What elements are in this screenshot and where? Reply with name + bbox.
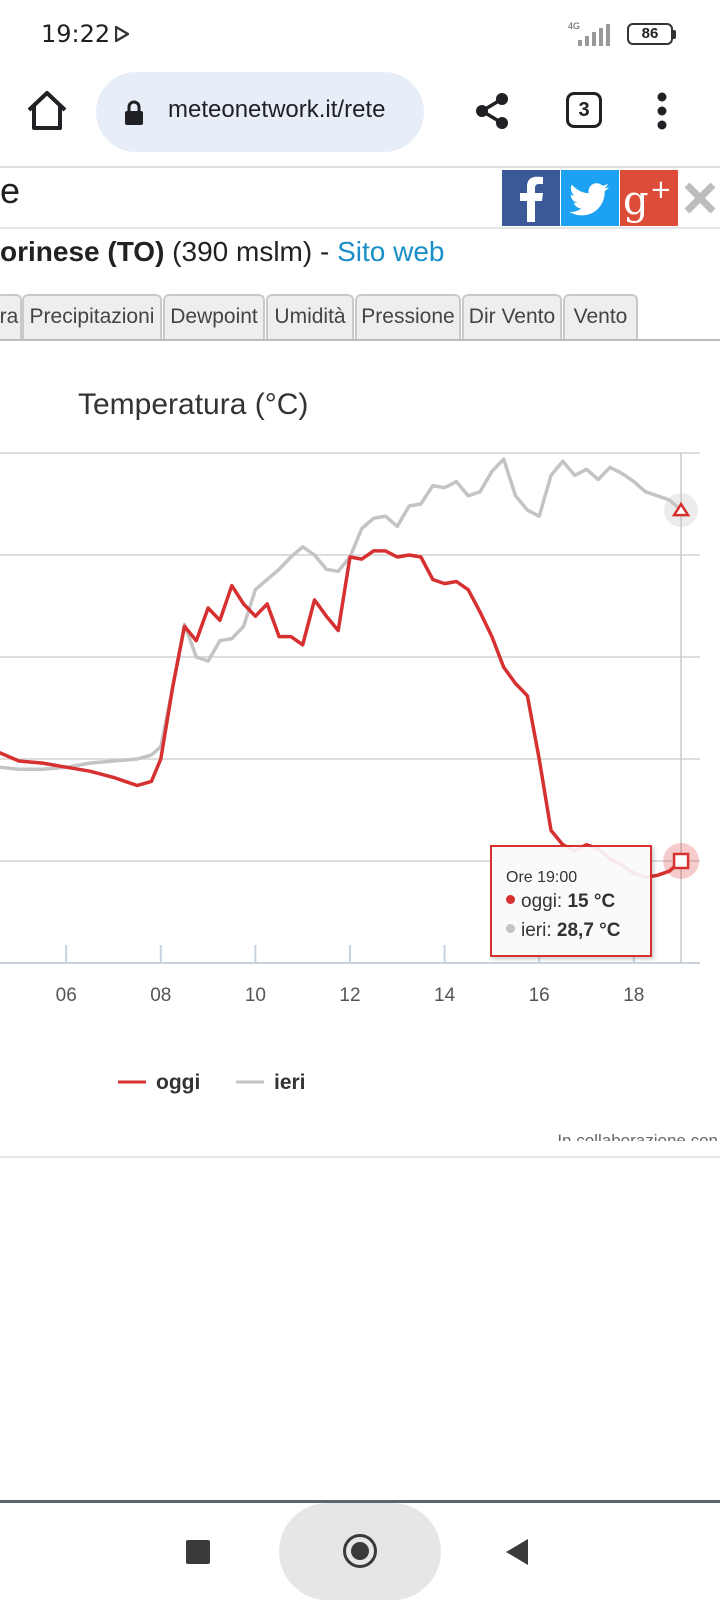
svg-text:+: + [650, 175, 672, 205]
network-type: 4G [568, 21, 580, 31]
chart-title: Temperatura (°C) [78, 388, 308, 421]
tooltip-row-oggi: oggi: 15 °C [506, 891, 615, 913]
tab-vento[interactable]: Vento [563, 294, 638, 340]
chart-legend[interactable]: oggi ieri [118, 1071, 306, 1094]
url-text: meteonetwork.it/rete [168, 96, 386, 123]
tooltip-label-oggi: oggi: [521, 891, 568, 912]
battery-tip [672, 30, 676, 39]
chart-bottom-divider [0, 1156, 720, 1158]
tooltip-label-ieri: ieri: [521, 920, 557, 941]
x-tick-label: 18 [623, 985, 644, 1006]
twitter-share-button[interactable] [561, 170, 619, 226]
home-nav-icon[interactable] [343, 1534, 377, 1568]
nav-divider [0, 1500, 720, 1503]
legend-label-ieri[interactable]: ieri [274, 1071, 306, 1094]
series-line-oggi [0, 549, 683, 880]
status-time: 19:22 [41, 20, 111, 48]
overflow-menu-icon[interactable] [656, 92, 668, 130]
tooltip-title: Ore 19:00 [506, 869, 578, 886]
tooltip-value-oggi: 15 °C [567, 891, 616, 912]
legend-label-oggi[interactable]: oggi [156, 1071, 200, 1094]
x-tick-label: 10 [245, 985, 266, 1006]
x-tick-label: 06 [56, 985, 77, 1006]
tabs-baseline [0, 339, 720, 341]
tooltip-value-ieri: 28,7 °C [556, 920, 621, 941]
x-tick-label: 16 [529, 985, 550, 1006]
x-tick-label: 08 [150, 985, 171, 1006]
tooltip-row-ieri: ieri: 28,7 °C [506, 920, 620, 942]
chart-series [0, 457, 683, 880]
x-axis: 06 08 10 12 14 16 18 [56, 945, 644, 1006]
tab-precipitazioni[interactable]: Precipitazioni [22, 294, 162, 340]
signal-icon: 4G [568, 21, 610, 46]
credit-text: In collaborazione con [557, 1131, 718, 1141]
tooltip-dot-ieri [506, 924, 515, 934]
play-store-icon [115, 26, 129, 42]
recents-icon[interactable] [186, 1540, 210, 1564]
system-nav-bar [0, 1503, 720, 1600]
facebook-share-button[interactable] [502, 170, 560, 226]
x-tick-label: 14 [434, 985, 456, 1006]
home-icon[interactable] [24, 88, 70, 134]
temperature-chart: Temperatura (°C) 06 08 10 12 14 16 18 oggi ier… [0, 388, 718, 1141]
tab-dir-vento[interactable]: Dir Vento [462, 294, 562, 340]
tab-umidita[interactable]: Umidità [266, 294, 354, 340]
battery-icon: 86 [627, 23, 673, 45]
google-plus-share-button[interactable]: g + [620, 170, 678, 226]
chart-tooltip: Ore 19:00 oggi: 15 °C ieri: 28,7 °C [490, 845, 652, 957]
toolbar-divider [0, 166, 720, 168]
station-altitude: (390 mslm) - [164, 236, 338, 267]
tooltip-dot-oggi [506, 895, 515, 905]
station-name: orinese (TO) [0, 236, 165, 267]
chart-markers [663, 493, 700, 879]
page-title: e [0, 170, 21, 211]
tab-pressione[interactable]: Pressione [355, 294, 461, 340]
tab-dewpoint[interactable]: Dewpoint [163, 294, 265, 340]
svg-text:g: g [623, 178, 649, 224]
address-bar[interactable]: meteonetwork.it/rete [96, 72, 424, 152]
browser-toolbar: meteonetwork.it/rete 3 [0, 70, 720, 166]
battery-level: 86 [641, 25, 659, 42]
station-info: orinese (TO) (390 mslm) - Sito web [0, 236, 445, 268]
status-bar: 19:22 4G 86 [0, 0, 720, 70]
tab-switcher-button[interactable]: 3 [566, 92, 602, 128]
close-icon[interactable] [680, 178, 720, 218]
tab-temperatura[interactable]: ra [0, 294, 22, 340]
google-plus-icon: g + [623, 175, 672, 224]
twitter-icon [569, 183, 609, 216]
site-link[interactable]: Sito web [337, 236, 445, 267]
header-divider [0, 227, 720, 229]
share-icon[interactable] [474, 92, 510, 130]
back-icon[interactable] [506, 1539, 528, 1565]
lock-icon [125, 100, 143, 125]
facebook-icon [520, 176, 543, 222]
x-tick-label: 12 [339, 985, 360, 1006]
hover-marker-ieri [671, 501, 691, 517]
hover-marker-oggi [672, 852, 690, 870]
